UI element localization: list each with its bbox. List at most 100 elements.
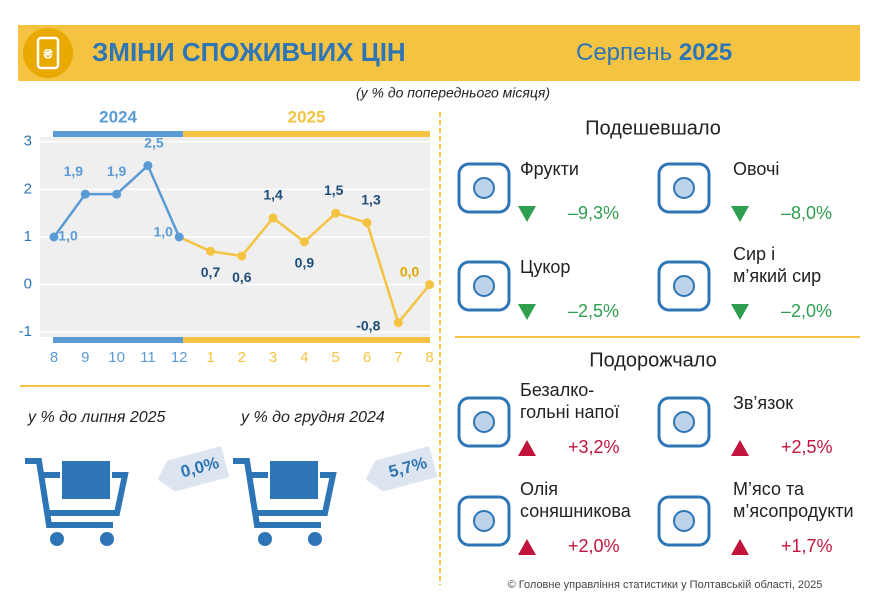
data-point bbox=[206, 246, 215, 256]
item-name: соняшникова bbox=[520, 501, 632, 521]
data-label: 1,0 bbox=[153, 224, 173, 240]
data-label: 1,5 bbox=[324, 182, 344, 198]
data-label: 0,9 bbox=[295, 254, 315, 270]
period-bar bbox=[183, 131, 430, 137]
icon-shape bbox=[657, 396, 711, 448]
icon-shape bbox=[457, 495, 511, 547]
data-label: -0,8 bbox=[356, 317, 380, 333]
data-label: 2,5 bbox=[144, 134, 164, 150]
y-tick-label: 3 bbox=[24, 133, 32, 150]
period-label: 2024 bbox=[99, 107, 137, 126]
wheel bbox=[100, 532, 114, 546]
icon-shape bbox=[657, 162, 711, 214]
icon-shape bbox=[673, 510, 695, 532]
trend-arrow bbox=[731, 539, 749, 555]
item-value: +2,5% bbox=[781, 437, 833, 457]
item-icon bbox=[457, 495, 511, 547]
data-label: 1,3 bbox=[361, 191, 381, 207]
cart-goods bbox=[268, 459, 320, 501]
data-point bbox=[49, 232, 59, 242]
item-name: Олія bbox=[520, 479, 558, 499]
x-tick-label: 6 bbox=[363, 349, 371, 366]
wheel bbox=[308, 532, 322, 546]
cart-goods bbox=[60, 459, 112, 501]
data-label: 0,6 bbox=[232, 269, 252, 285]
item-name: м’який сир bbox=[733, 266, 821, 286]
data-point bbox=[425, 280, 435, 290]
wheel bbox=[50, 532, 64, 546]
item-name: гольні напої bbox=[520, 402, 619, 422]
trend-arrow bbox=[731, 440, 749, 456]
year: 2025 bbox=[679, 39, 732, 66]
x-tick-label: 10 bbox=[108, 349, 125, 366]
trend-arrow bbox=[518, 304, 536, 320]
tag-shape bbox=[365, 446, 438, 492]
y-tick-label: 1 bbox=[24, 228, 32, 245]
icon-shape bbox=[673, 177, 695, 199]
line-segment bbox=[240, 217, 275, 257]
summary-label: у % до грудня 2024 bbox=[240, 409, 385, 426]
icon-shape bbox=[657, 260, 711, 312]
line-segment bbox=[335, 211, 368, 224]
line-segment bbox=[178, 235, 212, 253]
icon-shape bbox=[657, 495, 711, 547]
item-value: +1,7% bbox=[781, 536, 833, 556]
icon-shape bbox=[457, 162, 511, 214]
icon-shape bbox=[473, 275, 495, 297]
panels: у % до липня 2025 0,0% у % до грудня 2024 5… bbox=[25, 117, 854, 556]
line-segment bbox=[210, 250, 242, 258]
line-segment bbox=[365, 222, 400, 324]
data-point bbox=[393, 318, 403, 328]
y-tick-label: 0 bbox=[24, 276, 32, 293]
item-name: Цукор bbox=[520, 257, 570, 277]
subtitle: (у % до попереднього місяця) bbox=[356, 85, 550, 101]
price-tag: 5,7% bbox=[365, 446, 438, 492]
month: Серпень bbox=[576, 39, 672, 66]
item-value: –9,3% bbox=[568, 203, 619, 223]
cart-icon bbox=[25, 458, 129, 546]
header-band bbox=[18, 25, 860, 81]
data-point bbox=[174, 232, 184, 242]
footer: © Головне управління статистики у Полтав… bbox=[508, 579, 823, 591]
data-point bbox=[143, 161, 153, 171]
item-value: +2,0% bbox=[568, 536, 620, 556]
item-value: –2,0% bbox=[781, 301, 832, 321]
x-tick-label: 8 bbox=[425, 349, 433, 366]
x-tick-label: 11 bbox=[140, 349, 156, 366]
item-name: Овочі bbox=[733, 159, 779, 179]
x-tick-label: 1 bbox=[206, 349, 214, 366]
item-name: м’ясопродукти bbox=[733, 501, 854, 521]
x-tick-label: 7 bbox=[394, 349, 402, 366]
icon-shape bbox=[473, 411, 495, 433]
item-value: –8,0% bbox=[781, 203, 832, 223]
price-tag: 0,0% bbox=[157, 446, 230, 492]
trend-arrow bbox=[518, 206, 536, 222]
item-name: Сир і bbox=[733, 244, 775, 264]
data-label: 1,9 bbox=[107, 163, 127, 179]
line-segment bbox=[115, 164, 149, 196]
period-bar bbox=[53, 131, 184, 137]
line-segment bbox=[397, 283, 431, 324]
x-tick-label: 12 bbox=[171, 349, 188, 366]
icon-shape bbox=[673, 275, 695, 297]
x-tick-label: 5 bbox=[332, 349, 340, 366]
x-tick-label: 3 bbox=[269, 349, 277, 366]
x-tick-label: 8 bbox=[50, 349, 58, 366]
item-icon bbox=[657, 260, 711, 312]
icon-shape bbox=[457, 260, 511, 312]
tag-shape bbox=[157, 446, 230, 492]
hryvnia-sign: ₴ bbox=[43, 46, 53, 62]
item-icon bbox=[457, 162, 511, 214]
cart-icon bbox=[233, 458, 337, 546]
x-tick-label: 4 bbox=[300, 349, 308, 366]
trend-arrow bbox=[518, 539, 536, 555]
title: ЗМІНИ СПОЖИВЧИХ ЦІН bbox=[92, 37, 406, 67]
item-icon bbox=[657, 162, 711, 214]
item-icon bbox=[657, 396, 711, 448]
trend-arrow bbox=[731, 304, 749, 320]
trend-arrow bbox=[731, 206, 749, 222]
wheel bbox=[258, 532, 272, 546]
section-title: Подорожчало bbox=[589, 349, 717, 371]
